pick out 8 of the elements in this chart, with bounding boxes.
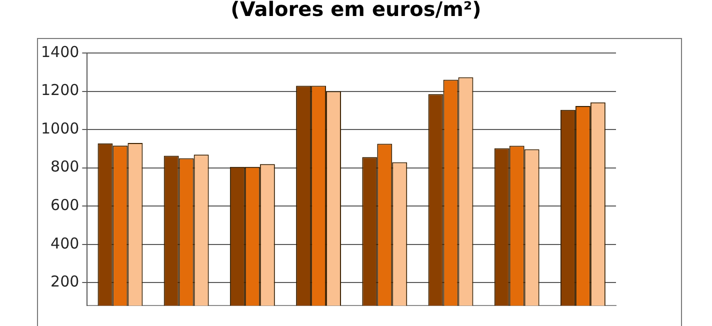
y-tick-label: 200 (50, 272, 80, 291)
y-tick-label: 1400 (40, 42, 80, 61)
y-tick-label: 400 (50, 234, 80, 252)
y-tick-label: 1000 (40, 119, 80, 138)
y-tick-label: 600 (50, 196, 80, 214)
y-tick-label: 1200 (40, 81, 80, 100)
chart-title: (Valores em euros/m²) (230, 0, 482, 22)
y-tick-label: 800 (50, 158, 80, 176)
